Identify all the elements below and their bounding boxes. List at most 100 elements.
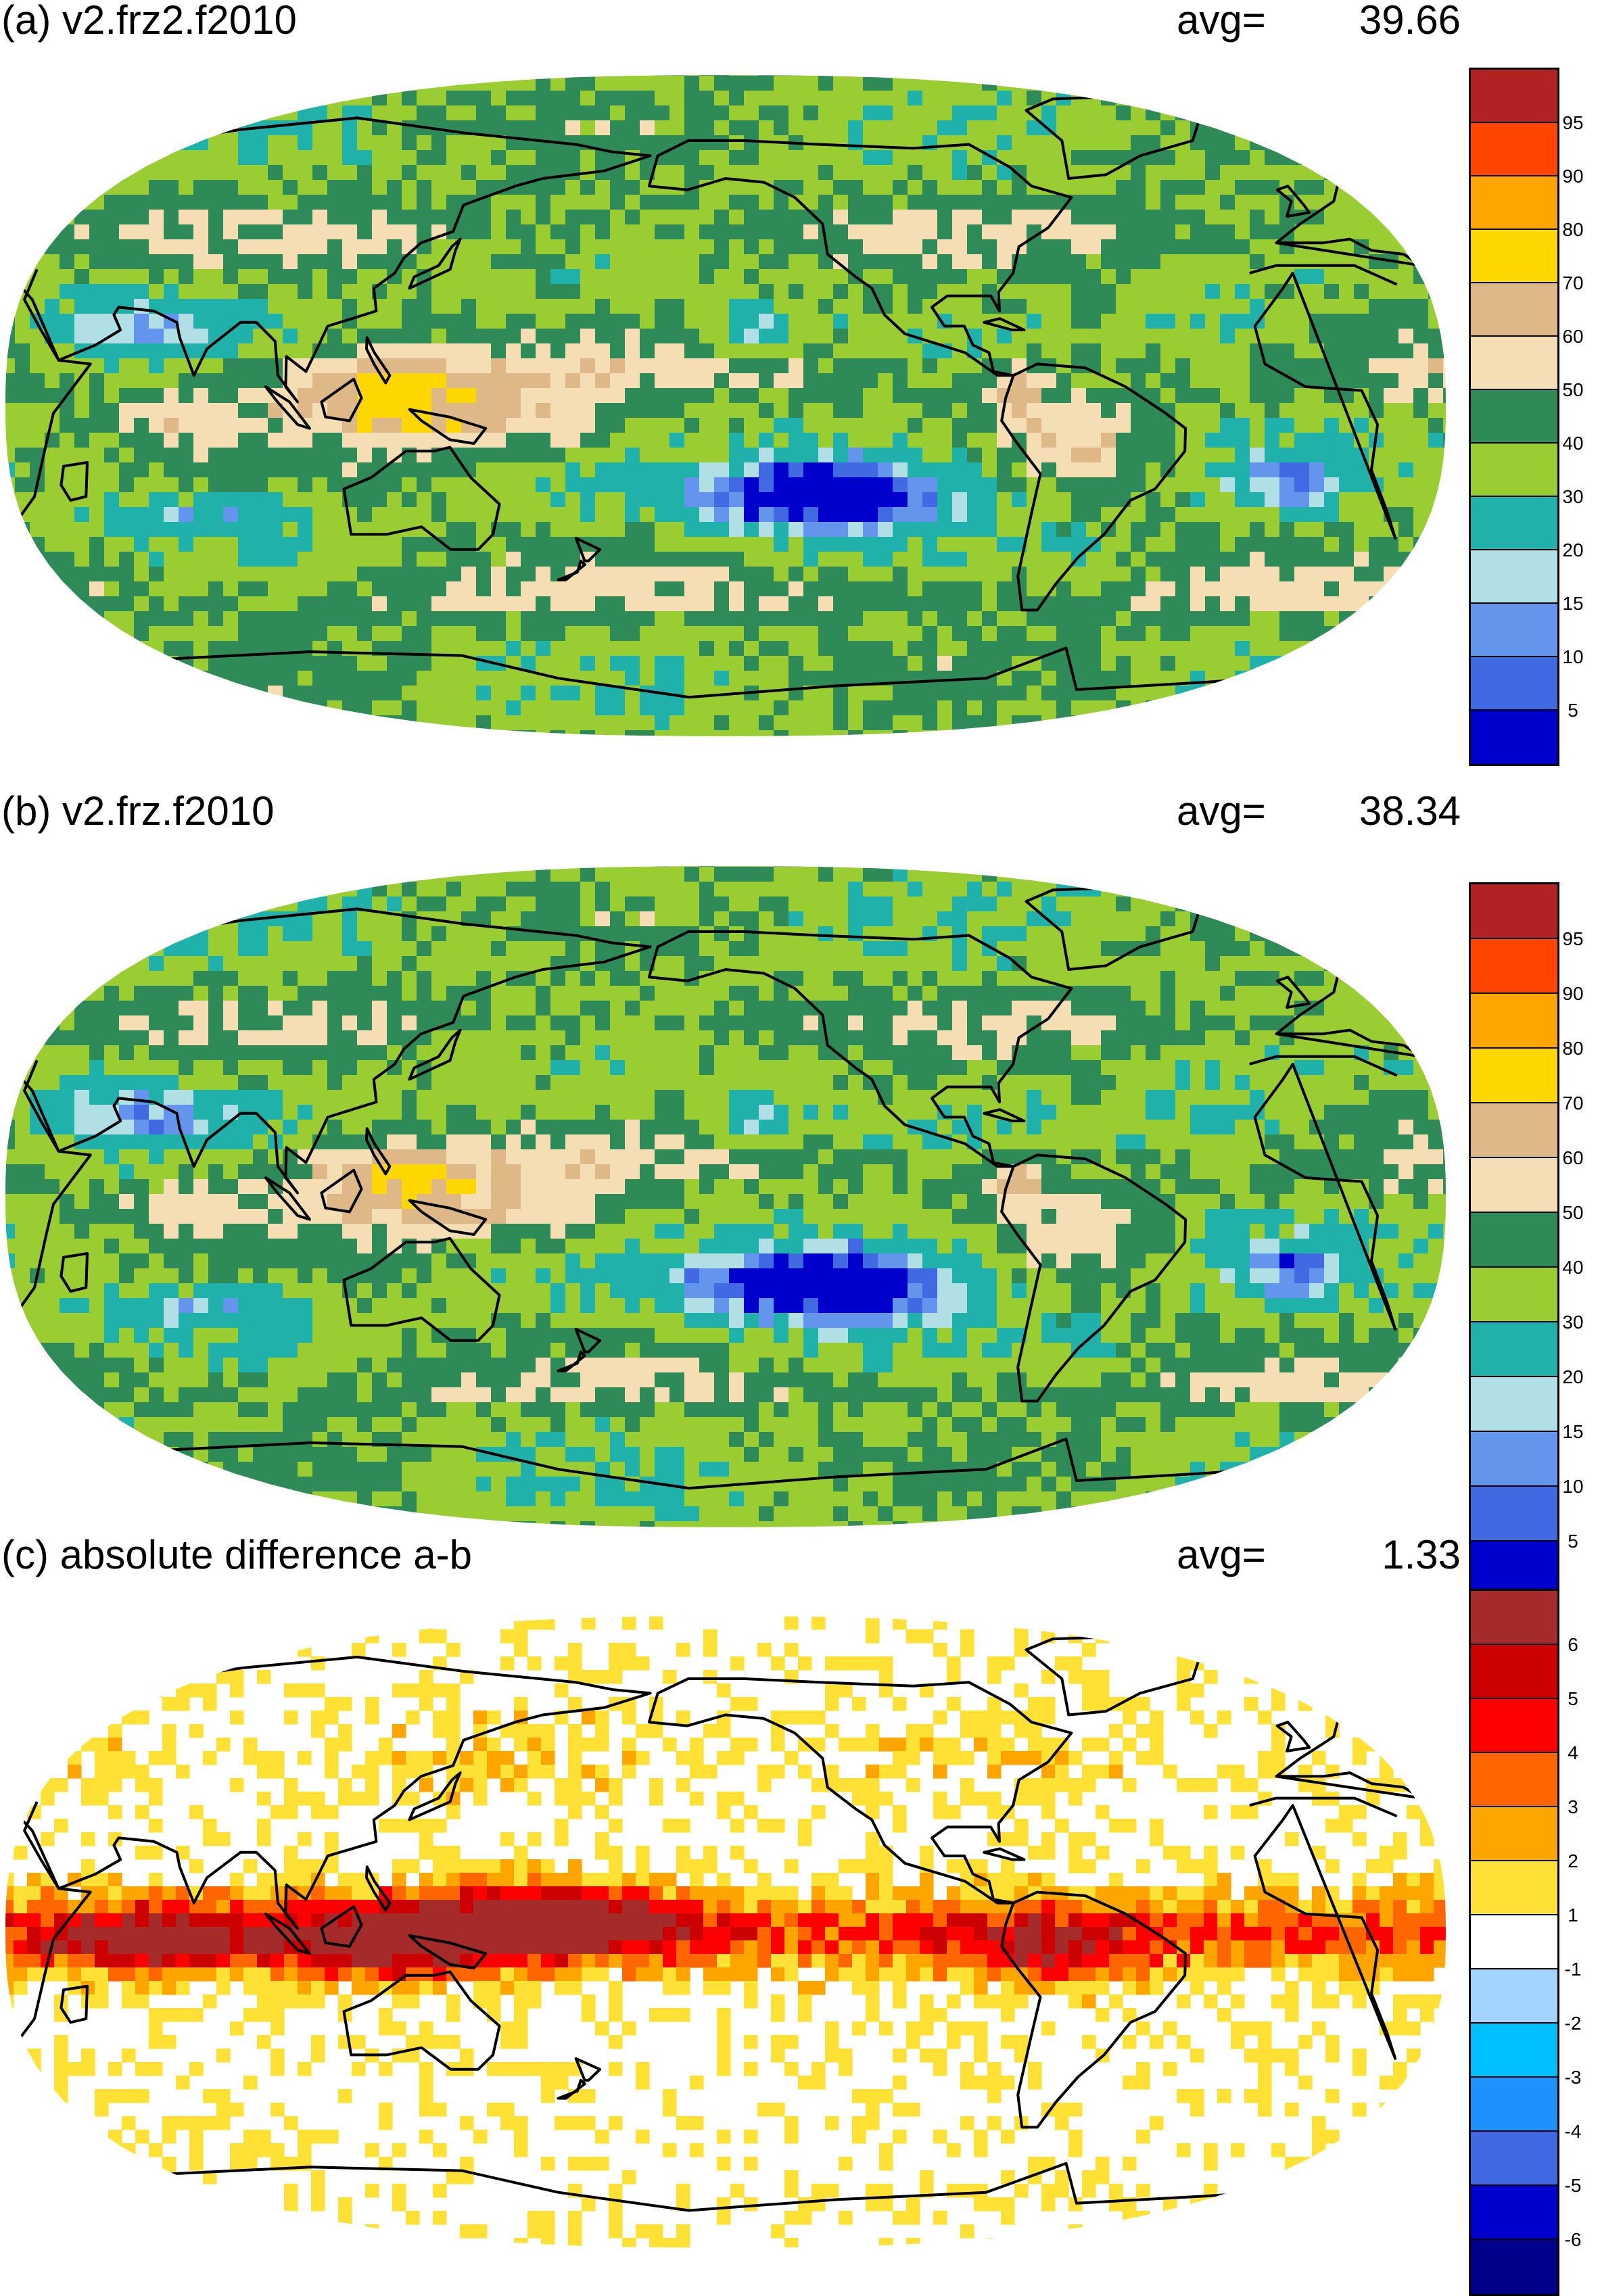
coastline [342,1970,501,2071]
colorbar-tick-label: 3 [1568,1796,1578,1817]
coastline [20,1055,1398,1331]
colorbar-tick-label: 60 [1562,326,1584,347]
avg-value: 1.33 [1382,1532,1461,1577]
coastline [60,1252,89,1293]
coastline [342,1237,501,1342]
colorbar-tick-label: 15 [1562,1421,1584,1442]
coastline [574,537,602,563]
colorbar-tick-label: 70 [1562,1093,1584,1114]
colorbar-swatch [1471,1541,1557,1596]
coastline [408,1199,488,1236]
colorbar-tick-label: 70 [1562,272,1584,293]
coastline [408,1934,488,1969]
colorbar-swatch [1471,884,1557,939]
colorbar-swatch [1471,2024,1557,2078]
coastline [320,1168,363,1214]
coastline [264,385,311,430]
coastline [647,139,1073,377]
colorbar-tick-label: 5 [1568,700,1578,721]
colorbar-swatch [1471,444,1557,497]
colorbar-tick-label: 1 [1568,1905,1578,1926]
colorbar-swatch [1471,1487,1557,1541]
colorbar-tick-label: 20 [1562,540,1584,560]
coastline [264,1912,311,1955]
colorbar-swatch [1471,1699,1557,1753]
colorbar-swatch [1471,939,1557,994]
avg-value: 39.66 [1359,0,1461,43]
colorbar-tick-label: 30 [1562,1312,1584,1333]
avg-value: 38.34 [1359,788,1461,834]
colorbar-swatch [1471,176,1557,230]
colorbar-swatch [1471,497,1557,550]
panel-title: (a) v2.frz2.f2010 [1,0,297,43]
panel-c: (c) absolute difference a-b avg= 1.33 6 5… [0,1532,1600,2296]
coastline [365,1865,392,1912]
colorbar-tick-label: 20 [1562,1366,1584,1387]
panel-title: (c) absolute difference a-b [1,1532,472,1577]
colorbar-swatch [1471,283,1557,337]
colorbar-tick-label: 95 [1562,928,1584,949]
colorbar-tick-label: 4 [1568,1742,1578,1763]
colorbar-tick-label: 5 [1568,1531,1578,1552]
coastlines [20,93,1423,699]
colorbar-swatch [1471,1158,1557,1213]
coastline [408,1771,462,1821]
coastline [20,264,1398,540]
colorbar-swatch [1471,1591,1557,1645]
colorbar-swatch [1471,390,1557,444]
coastline [60,461,89,502]
coastline [983,317,1026,331]
coastline [557,559,586,581]
coastline [557,2078,586,2100]
panel-title: (b) v2.frz.f2010 [1,788,275,834]
colorbar-swatch [1471,2132,1557,2186]
panel-a: (a) v2.frz2.f2010 avg= 39.66 95 90 80 70 60 5… [0,0,1600,766]
coastline [161,646,1361,699]
colorbar-tick-label: -1 [1564,1959,1582,1980]
coastline [320,377,363,423]
colorbar [1469,882,1559,1598]
colorbar-tick-label: 50 [1562,379,1584,400]
colorbar-swatch [1471,1753,1557,1807]
colorbar-tick-label: 40 [1562,1257,1584,1278]
colorbar-swatch [1471,70,1557,123]
colorbar-tick-label: 2 [1568,1850,1578,1871]
colorbar-tick-label: -6 [1564,2229,1582,2250]
colorbar-tick-label: 90 [1562,166,1584,187]
coastline [20,1796,1398,2060]
colorbar-swatch [1471,2078,1557,2132]
field-grid [5,866,1446,1527]
colorbar-tick-label: 60 [1562,1147,1584,1168]
coastline [365,1127,392,1176]
coastline [1275,1721,1311,1752]
coastline [1000,1890,1187,2129]
colorbar-tick-label: 6 [1568,1634,1578,1655]
colorbar-swatch [1471,1322,1557,1377]
avg-label: avg= [1177,0,1266,43]
avg-label: avg= [1177,1532,1266,1577]
coastline [408,237,462,290]
coastline [320,1905,363,1948]
colorbar-tick-label: -2 [1564,2013,1582,2034]
coastline [365,336,392,385]
colorbar-swatch [1471,994,1557,1049]
colorbar-swatch [1471,711,1557,764]
world-map [5,75,1446,736]
colorbar-tick-label: 95 [1562,112,1584,133]
colorbar-tick-label: 80 [1562,1038,1584,1059]
colorbar-swatch [1471,1645,1557,1699]
colorbar-tick-label: 40 [1562,433,1584,454]
colorbar-swatch [1471,337,1557,390]
colorbar-tick-label: 5 [1568,1688,1578,1709]
colorbar-swatch [1471,550,1557,604]
colorbar-swatch [1471,230,1557,283]
colorbar-tick-label: -4 [1564,2121,1582,2142]
colorbar-tick-label: 10 [1562,646,1584,667]
colorbar-swatch [1471,1432,1557,1487]
colorbar-swatch [1471,2240,1557,2294]
colorbar-swatch [1471,1103,1557,1158]
coastline [574,2057,602,2082]
coastline [647,930,1073,1168]
panel-b: (b) v2.frz.f2010 avg= 38.34 95 90 80 70 60 50… [0,788,1600,1598]
panel-average: avg= 1.33 [1177,1535,1461,1575]
